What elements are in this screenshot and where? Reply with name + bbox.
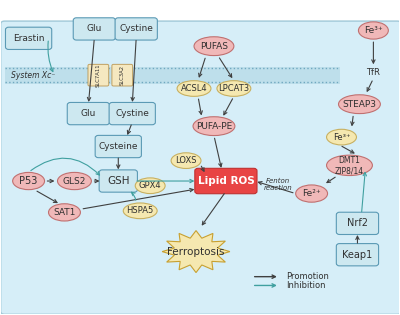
Text: SLC7A11: SLC7A11 <box>96 63 101 87</box>
Ellipse shape <box>296 185 328 202</box>
Text: System Xc⁻: System Xc⁻ <box>11 71 55 80</box>
Text: PUFAS: PUFAS <box>200 42 228 51</box>
FancyBboxPatch shape <box>6 27 52 49</box>
Text: Cysteine: Cysteine <box>98 142 138 151</box>
Text: LPCAT3: LPCAT3 <box>218 84 250 93</box>
Text: P53: P53 <box>20 176 38 186</box>
Text: Ferroptosis: Ferroptosis <box>167 247 225 257</box>
Ellipse shape <box>123 203 157 219</box>
Ellipse shape <box>338 95 380 114</box>
Text: Glu: Glu <box>81 109 96 118</box>
FancyBboxPatch shape <box>195 168 257 194</box>
Ellipse shape <box>193 117 235 135</box>
Text: Keap1: Keap1 <box>342 250 372 260</box>
Text: Promotion: Promotion <box>286 272 328 281</box>
Ellipse shape <box>358 22 388 39</box>
Text: SAT1: SAT1 <box>53 208 76 217</box>
Ellipse shape <box>171 153 201 169</box>
Text: PUFA-PE: PUFA-PE <box>196 122 232 131</box>
Ellipse shape <box>135 178 165 193</box>
Ellipse shape <box>326 129 356 145</box>
FancyBboxPatch shape <box>99 170 138 192</box>
Text: Lipid ROS: Lipid ROS <box>198 176 254 186</box>
Ellipse shape <box>217 81 251 96</box>
Text: GLS2: GLS2 <box>63 176 86 186</box>
Ellipse shape <box>48 204 80 221</box>
Text: Fe³⁺: Fe³⁺ <box>333 133 350 142</box>
FancyBboxPatch shape <box>1 21 400 314</box>
Text: Nrf2: Nrf2 <box>347 218 368 228</box>
Text: Fe²⁺: Fe²⁺ <box>302 189 321 198</box>
Polygon shape <box>162 231 230 272</box>
Text: Inhibition: Inhibition <box>286 281 325 290</box>
FancyBboxPatch shape <box>336 212 378 234</box>
FancyBboxPatch shape <box>5 66 340 84</box>
Text: Cystine: Cystine <box>119 25 153 33</box>
Text: Fe³⁺: Fe³⁺ <box>364 26 383 35</box>
FancyBboxPatch shape <box>109 102 155 125</box>
FancyBboxPatch shape <box>88 64 109 86</box>
Text: ACSL4: ACSL4 <box>181 84 207 93</box>
FancyBboxPatch shape <box>115 18 157 40</box>
Text: DMT1
ZIP8/14: DMT1 ZIP8/14 <box>335 156 364 175</box>
Text: GPX4: GPX4 <box>139 181 162 190</box>
Text: Glu: Glu <box>87 25 102 33</box>
Text: SLC3A2: SLC3A2 <box>120 65 125 85</box>
Ellipse shape <box>194 37 234 55</box>
Text: STEAP3: STEAP3 <box>342 100 376 109</box>
Text: LOXS: LOXS <box>175 156 197 165</box>
Text: HSPA5: HSPA5 <box>126 206 154 215</box>
FancyBboxPatch shape <box>336 243 378 266</box>
Ellipse shape <box>326 155 372 175</box>
FancyBboxPatch shape <box>73 18 116 40</box>
FancyBboxPatch shape <box>95 135 142 158</box>
Text: TfR: TfR <box>366 68 380 77</box>
FancyBboxPatch shape <box>67 102 110 125</box>
Ellipse shape <box>58 172 91 190</box>
Ellipse shape <box>13 172 44 190</box>
Text: Cystine: Cystine <box>115 109 149 118</box>
Text: Erastin: Erastin <box>13 34 44 43</box>
Text: Fenton
reaction: Fenton reaction <box>263 178 292 191</box>
Ellipse shape <box>177 81 211 96</box>
FancyBboxPatch shape <box>112 64 133 86</box>
Text: GSH: GSH <box>107 176 130 186</box>
